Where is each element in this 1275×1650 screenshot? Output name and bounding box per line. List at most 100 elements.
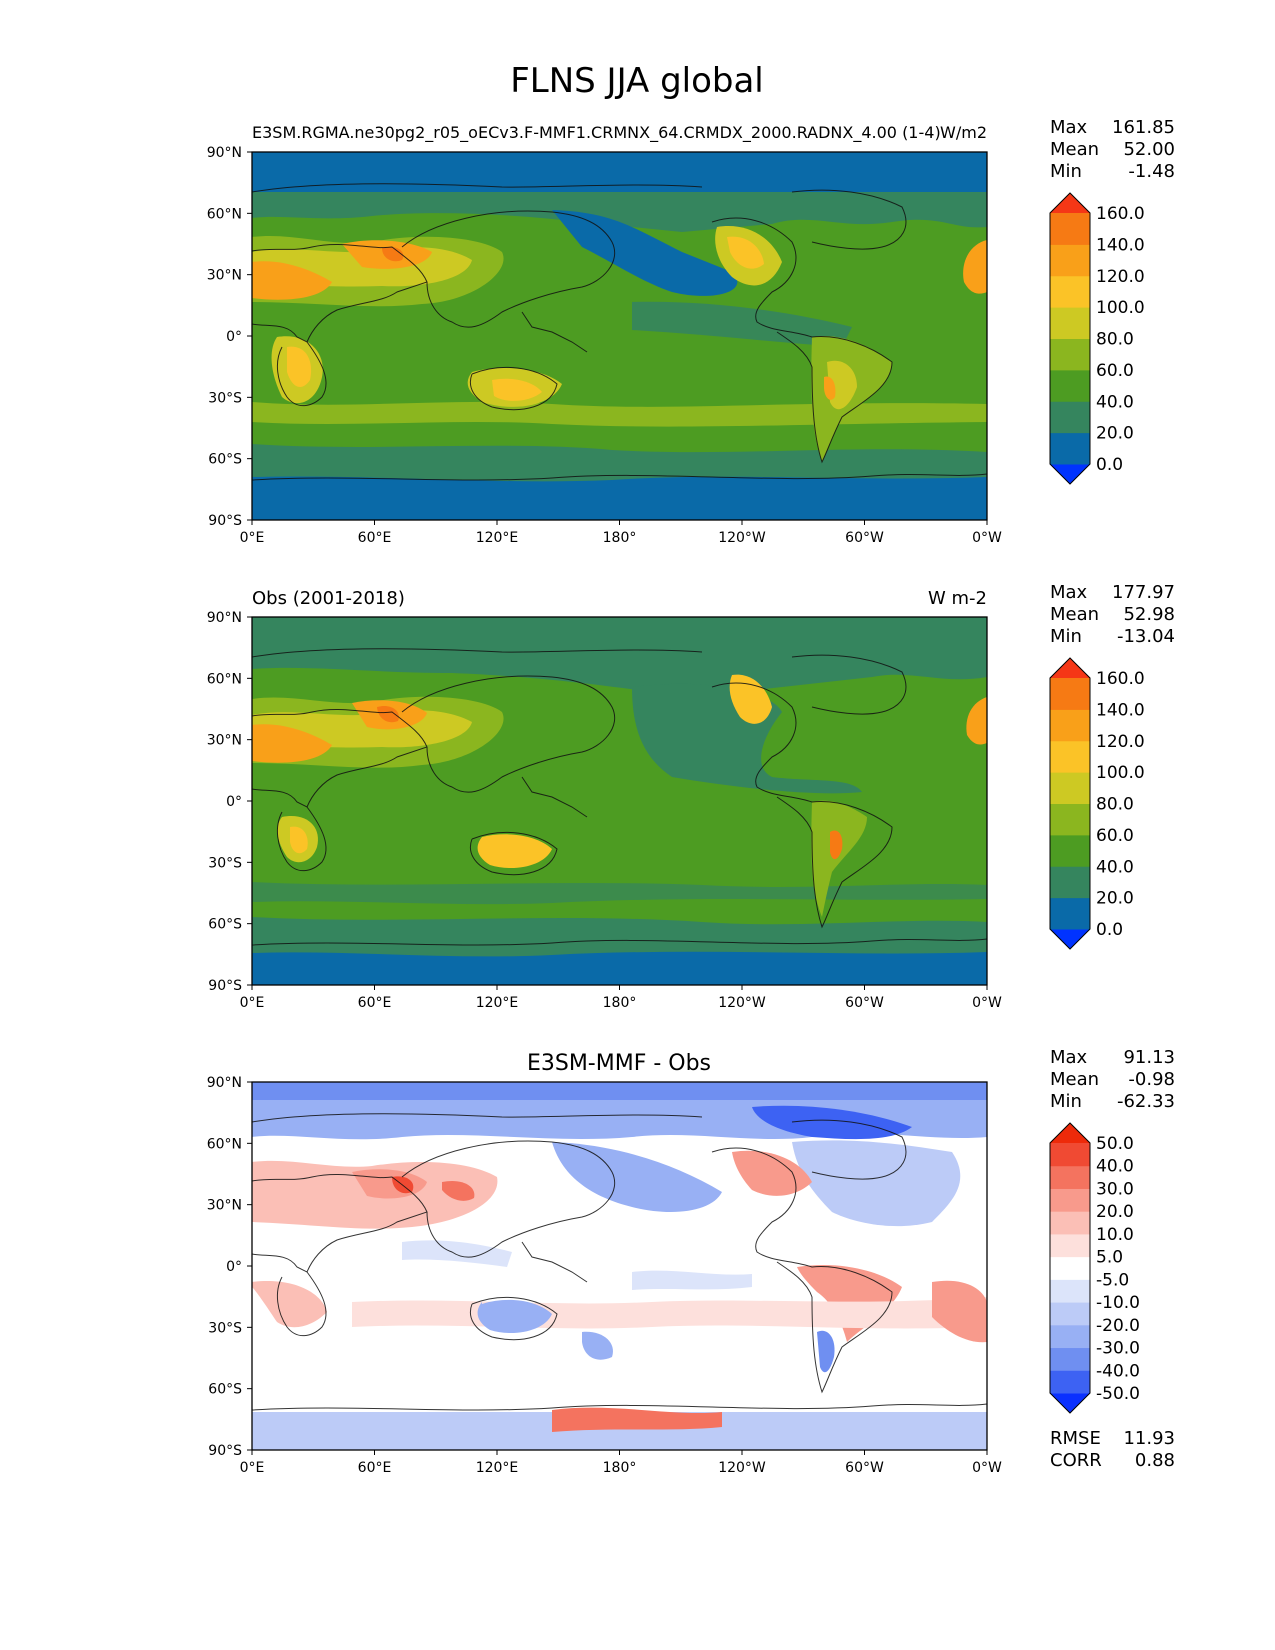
lat-tick-label: 0° — [226, 329, 242, 345]
colorbar-label: 40.0 — [1096, 857, 1134, 877]
colorbar-label: 20.0 — [1096, 1202, 1134, 1222]
lon-tick-label: 120°W — [718, 1460, 766, 1476]
lon-tick-label: 120°W — [718, 530, 766, 546]
extra-stat-label: CORR — [1050, 1450, 1102, 1471]
panel-1-title-right: W/m2 — [940, 123, 987, 142]
stat-value: 52.98 — [1123, 604, 1175, 625]
colorbar-segment — [1050, 740, 1090, 773]
stat-value: -13.04 — [1117, 626, 1175, 647]
colorbar-extend-low — [1050, 929, 1090, 949]
lat-ticks: 90°N 60°N 30°N 0° 30°S 60°S 90°S — [207, 610, 252, 994]
panel-3-colorbar: 50.0 40.030.0 20.0 10.0 5.0-5.0 -10.0 -20.0 -30… — [1049, 1122, 1140, 1414]
lon-tick-label: 0°W — [972, 995, 1002, 1011]
colorbar-segment — [1050, 369, 1090, 402]
lon-ticks: 0°E 60°E 120°E 180° 120°W 60°W 0°W — [240, 1450, 1002, 1476]
lon-tick-label: 120°E — [476, 530, 519, 546]
lat-ticks: 90°N 60°N 30°N 0° 30°S 60°S 90°S — [207, 145, 252, 529]
colorbar-extend-high — [1050, 1123, 1090, 1143]
colorbar-label: 140.0 — [1096, 700, 1145, 720]
stat-label: Max — [1050, 582, 1088, 603]
colorbar-label: 0.0 — [1096, 455, 1123, 475]
colorbar-label: 5.0 — [1096, 1248, 1123, 1268]
colorbar-segment — [1050, 338, 1090, 371]
lat-tick-label: 0° — [226, 1259, 242, 1275]
colorbar-segment — [1050, 1370, 1090, 1394]
lat-tick-label: 30°N — [207, 1198, 242, 1214]
colorbar-segment — [1050, 213, 1090, 245]
lon-tick-label: 180° — [603, 1460, 637, 1476]
colorbar-segment — [1050, 275, 1090, 308]
colorbar-label: 40.0 — [1096, 392, 1134, 412]
colorbar-label: 120.0 — [1096, 732, 1145, 752]
stat-value: 52.00 — [1123, 139, 1175, 160]
lon-tick-label: 60°W — [845, 995, 884, 1011]
colorbar-label: -20.0 — [1096, 1316, 1140, 1336]
colorbar-segment — [1050, 1165, 1090, 1189]
colorbar-label: 160.0 — [1096, 204, 1145, 224]
stat-label: Mean — [1050, 604, 1099, 625]
colorbar-label: 10.0 — [1096, 1225, 1134, 1245]
colorbar-segment — [1050, 401, 1090, 434]
stat-value: -1.48 — [1128, 161, 1175, 182]
figure-title: FLNS JJA global — [510, 61, 764, 101]
colorbar-outline — [1049, 657, 1091, 950]
colorbar-segment — [1050, 1256, 1090, 1280]
panel-2-title-right: W m-2 — [928, 588, 987, 609]
lat-tick-label: 90°S — [208, 1443, 242, 1459]
colorbar-segment — [1050, 1211, 1090, 1235]
lon-tick-label: 60°E — [358, 995, 392, 1011]
stat-value: -62.33 — [1117, 1091, 1175, 1112]
stat-label: Max — [1050, 117, 1088, 138]
lat-tick-label: 60°N — [207, 1136, 242, 1152]
colorbar-segment — [1050, 1347, 1090, 1371]
panel-1-map: 90°N 60°N 30°N 0° 30°S 60°S 90°S 0°E 60°E 120°E 1… — [207, 145, 1002, 546]
lon-tick-label: 180° — [603, 995, 637, 1011]
stat-label: Min — [1050, 161, 1082, 182]
stat-label: Min — [1050, 626, 1082, 647]
colorbar-segment — [1050, 709, 1090, 742]
lon-ticks: 0°E 60°E 120°E 180° 120°W 60°W 0°W — [240, 520, 1002, 546]
panel-3-map: 90°N 60°N 30°N 0° 30°S 60°S 90°S 0°E 60°E 120°E 1… — [207, 1075, 1002, 1476]
colorbar-label: -10.0 — [1096, 1293, 1140, 1313]
colorbar-segment — [1050, 432, 1090, 465]
lon-tick-label: 120°E — [476, 995, 519, 1011]
colorbar-extend-low — [1050, 464, 1090, 484]
lat-ticks: 90°N 60°N 30°N 0° 30°S 60°S 90°S — [207, 1075, 252, 1459]
lat-tick-label: 90°N — [207, 610, 242, 626]
colorbar-label: 60.0 — [1096, 826, 1134, 846]
panel-3-difference: E3SM-MMF - Obs — [207, 1047, 1175, 1476]
colorbar-label: -40.0 — [1096, 1361, 1140, 1381]
colorbar-label: -5.0 — [1096, 1270, 1129, 1290]
lat-tick-label: 60°S — [208, 1382, 242, 1398]
lat-tick-label: 30°S — [208, 1320, 242, 1336]
panel-2-map: 90°N 60°N 30°N 0° 30°S 60°S 90°S 0°E 60°E 120°E 1… — [207, 610, 1002, 1011]
colorbar-label: 160.0 — [1096, 669, 1145, 689]
coastlines — [251, 1113, 988, 1411]
lon-tick-label: 0°W — [972, 1460, 1002, 1476]
colorbar-segment — [1050, 1324, 1090, 1349]
colorbar-label: 20.0 — [1096, 424, 1134, 444]
colorbar-label: 60.0 — [1096, 361, 1134, 381]
stat-value: 161.85 — [1112, 117, 1175, 138]
extra-stat-label: RMSE — [1050, 1428, 1101, 1449]
colorbar-label: 20.0 — [1096, 889, 1134, 909]
lon-tick-label: 0°E — [240, 1460, 265, 1476]
stat-value: 177.97 — [1112, 582, 1175, 603]
colorbar-label: 50.0 — [1096, 1134, 1134, 1154]
lon-ticks: 0°E 60°E 120°E 180° 120°W 60°W 0°W — [240, 985, 1002, 1011]
lon-tick-label: 60°E — [358, 530, 392, 546]
stat-label: Max — [1050, 1047, 1088, 1068]
colorbar-outline — [1049, 1122, 1091, 1414]
colorbar-segment — [1050, 803, 1090, 836]
colorbar-segment — [1050, 1143, 1090, 1167]
colorbar-label: 0.0 — [1096, 920, 1123, 940]
stat-value: 91.13 — [1123, 1047, 1175, 1068]
colorbar-label: 40.0 — [1096, 1157, 1134, 1177]
colorbar-segment — [1050, 772, 1090, 804]
colorbar-segment — [1050, 307, 1090, 339]
lat-tick-label: 30°N — [207, 733, 242, 749]
lon-tick-label: 0°E — [240, 995, 265, 1011]
lat-tick-label: 90°N — [207, 1075, 242, 1091]
colorbar-label: 80.0 — [1096, 795, 1134, 815]
colorbar-segment — [1050, 1279, 1090, 1303]
